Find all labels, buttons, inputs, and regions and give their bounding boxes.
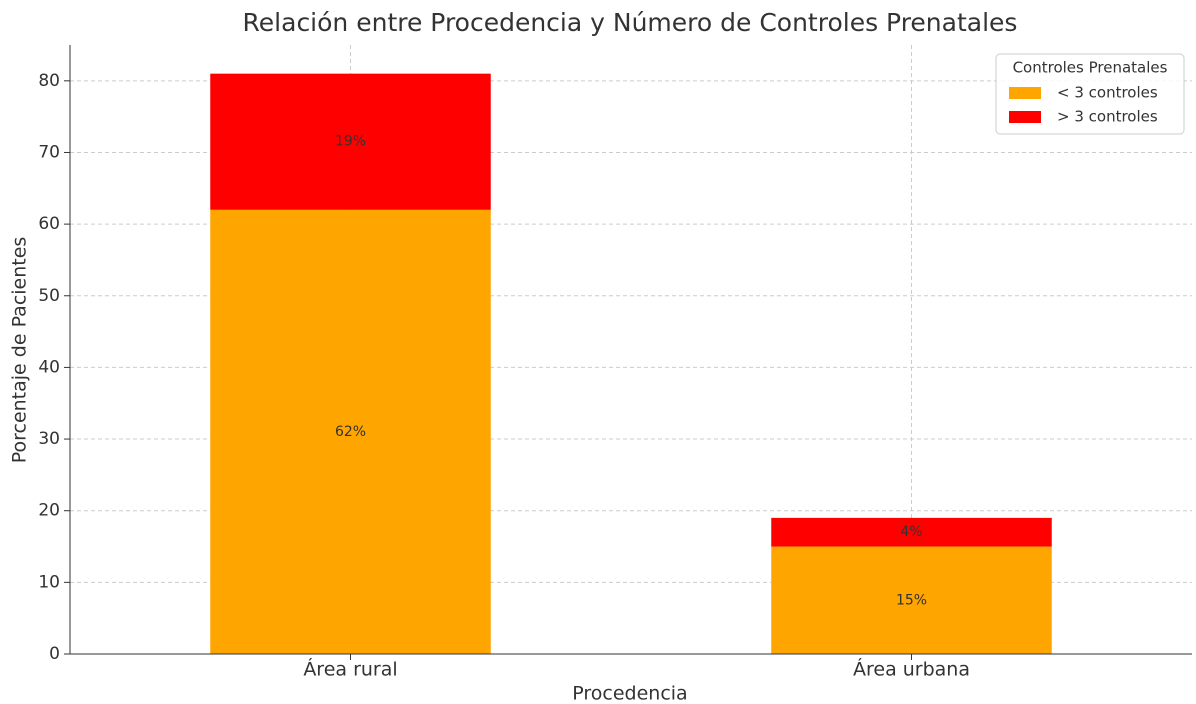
data-label: 19%: [335, 134, 366, 150]
x-tick-label: Área rural: [303, 658, 397, 681]
x-axis-label: Procedencia: [572, 683, 687, 704]
bars: [210, 73, 1052, 654]
legend-swatch: [1009, 87, 1041, 99]
y-tick-label: 50: [38, 286, 60, 306]
bar-segment: [771, 517, 1052, 547]
data-label: 4%: [900, 524, 922, 540]
bar-segment: [210, 209, 491, 654]
legend: Controles Prenatales < 3 controles > 3 con…: [995, 53, 1185, 135]
x-tick-label: Área urbana: [853, 658, 970, 681]
y-axis-label: Porcentaje de Pacientes: [9, 237, 31, 464]
axes: 0 10 20 30 40 50 60 70 80 Área rural Área urbana: [38, 45, 1192, 681]
legend-title: Controles Prenatales: [1013, 59, 1168, 77]
y-tick-label: 30: [38, 429, 60, 449]
bar-segment: [210, 73, 491, 210]
labels: 62% 19% 15% 4%: [335, 134, 927, 609]
legend-label: < 3 controles: [1057, 84, 1158, 102]
y-tick-label: 70: [38, 142, 60, 162]
y-tick-label: 10: [38, 572, 60, 592]
y-tick-label: 40: [38, 357, 60, 377]
legend-label: > 3 controles: [1057, 108, 1158, 126]
data-label: 15%: [896, 592, 927, 608]
legend-box: [995, 53, 1185, 135]
bar-segment: [771, 546, 1052, 654]
y-tick-label: 0: [49, 644, 60, 664]
chart-title: Relación entre Procedencia y Número de C…: [243, 8, 1018, 37]
data-label: 62%: [335, 424, 366, 440]
y-tick-label: 80: [38, 71, 60, 91]
legend-swatch: [1009, 111, 1041, 123]
y-tick-label: 60: [38, 214, 60, 234]
y-tick-label: 20: [38, 501, 60, 521]
